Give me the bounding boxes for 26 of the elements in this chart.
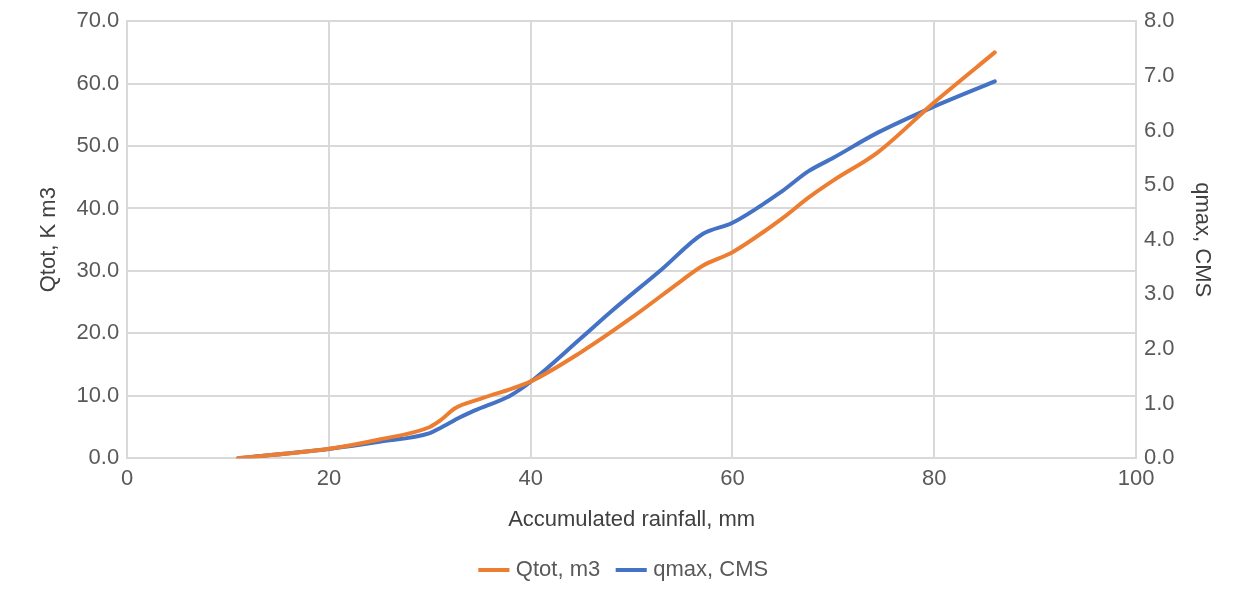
legend-label: qmax, CMS: [653, 556, 769, 582]
y2-tick-label: 7.0: [1144, 61, 1175, 87]
y2-tick-label: 1.0: [1144, 389, 1175, 415]
legend-label: Qtot, m3: [515, 556, 601, 582]
y-tick-label: 20.0: [76, 319, 120, 345]
x-tick-label: 60: [720, 465, 745, 491]
y-tick-label: 30.0: [76, 256, 120, 282]
y2-tick-label: 6.0: [1144, 116, 1175, 142]
y-tick-label: 10.0: [76, 381, 120, 407]
y2-tick-label: 4.0: [1144, 225, 1175, 251]
y2-tick-label: 3.0: [1144, 280, 1175, 306]
x-tick-label: 40: [518, 465, 543, 491]
x-tick-label: 0: [121, 465, 134, 491]
y-axis-title: Qtot, K m3: [35, 187, 61, 293]
x-tick-label: 80: [922, 465, 947, 491]
x-tick-label: 20: [316, 465, 342, 491]
y2-tick-label: 8.0: [1144, 7, 1175, 33]
y2-axis-title: qmax, CMS: [1190, 182, 1216, 298]
y-tick-label: 70.0: [76, 7, 120, 33]
y-tick-label: 50.0: [76, 132, 120, 158]
y-tick-label: 40.0: [76, 194, 120, 220]
y2-tick-label: 5.0: [1144, 171, 1175, 197]
x-axis-title: Accumulated rainfall, mm: [508, 505, 756, 531]
y2-tick-label: 2.0: [1144, 335, 1175, 361]
y-tick-label: 60.0: [76, 69, 120, 95]
y-tick-label: 0.0: [88, 444, 120, 470]
